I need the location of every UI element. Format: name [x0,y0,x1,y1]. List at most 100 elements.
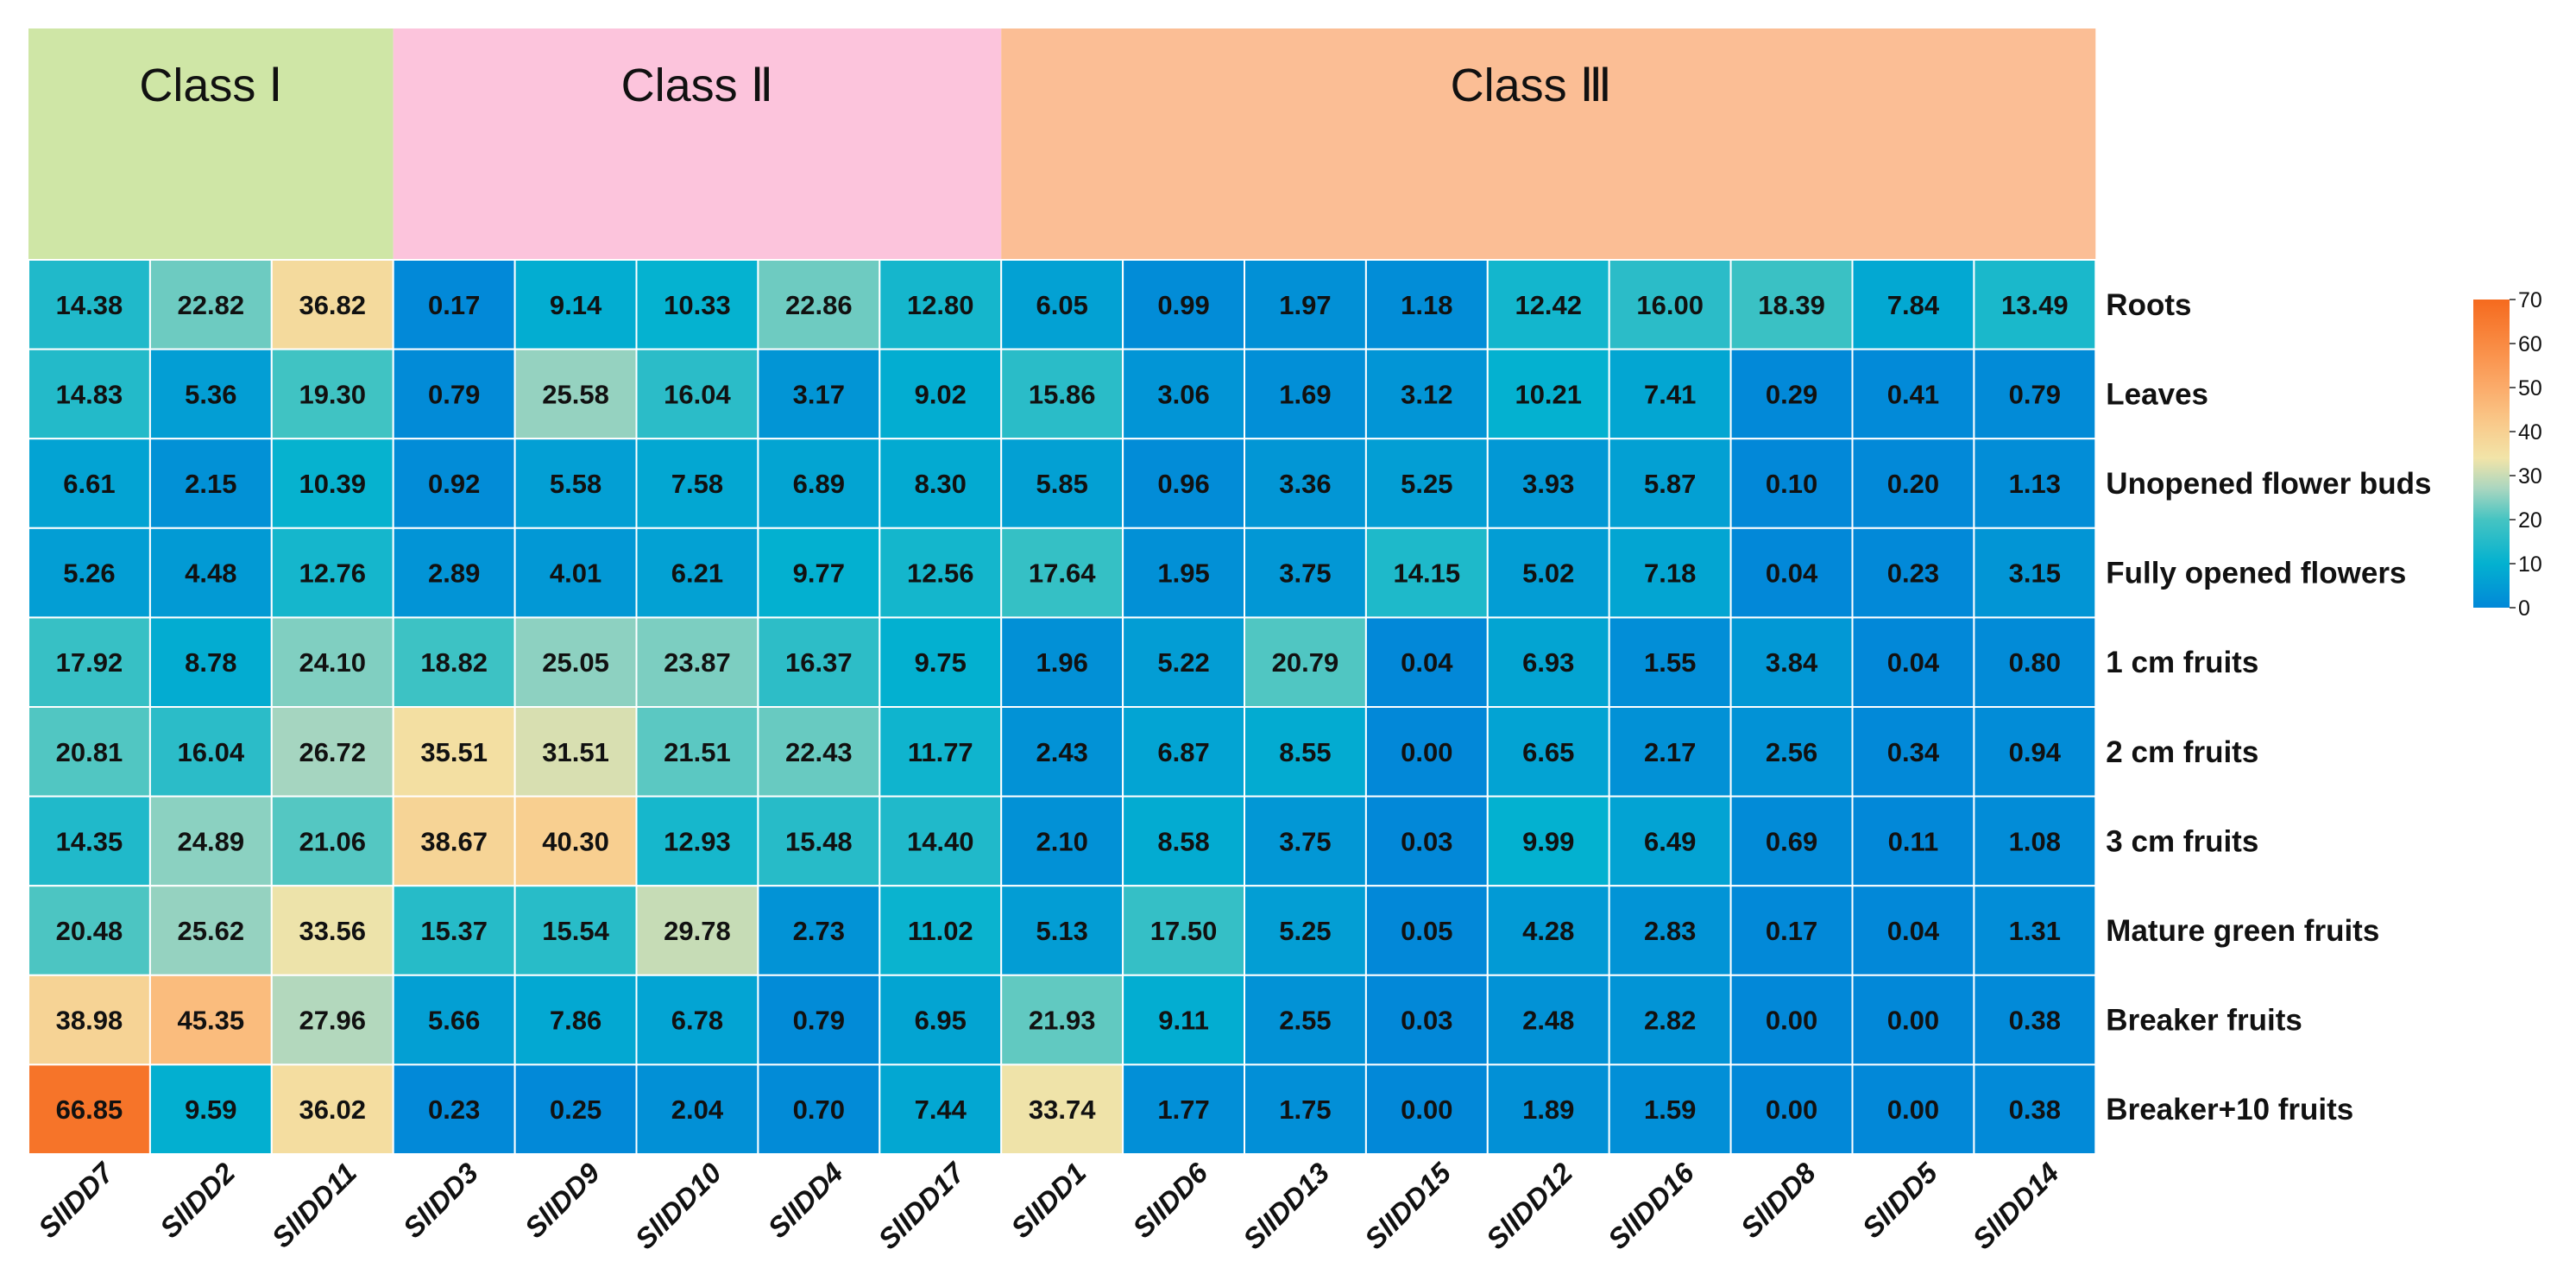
cell-value: 22.82 [178,290,245,320]
colorbar-tick-label: 70 [2518,288,2542,312]
colorbar-tick-label: 0 [2518,596,2530,621]
column-label: SlIDD6 [1126,1156,1214,1244]
heatmap-cell [635,438,759,529]
heatmap-cell [1608,1063,1732,1156]
cell-value: 20.81 [56,737,123,767]
cell-value: 0.92 [428,469,480,499]
cell-value: 22.43 [785,737,853,767]
cell-value: 10.21 [1515,379,1582,409]
cell-value: 1.59 [1644,1095,1696,1125]
column-label: SlIDD10 [629,1156,728,1255]
heatmap-cell [1364,616,1489,709]
heatmap-cell [392,974,516,1066]
cell-value: 24.89 [178,826,245,856]
cell-value: 0.05 [1401,916,1452,946]
cell-value: 25.05 [542,647,609,678]
cell-value: 0.79 [793,1006,845,1036]
heatmap-cell [1851,885,1975,976]
cell-value: 1.77 [1157,1095,1209,1125]
cell-value: 0.04 [1887,916,1940,946]
cell-value: 2.55 [1279,1006,1331,1036]
heatmap-cell [1729,706,1854,798]
cell-value: 0.03 [1401,1006,1452,1036]
cell-value: 0.00 [1887,1095,1939,1125]
heatmap-cell [1973,438,2097,529]
cell-value: 0.69 [1766,826,1817,856]
heatmap-cell [879,795,1003,887]
cell-value: 3.84 [1766,647,1818,678]
heatmap-cell [1122,706,1245,798]
column-label: SlIDD1 [1005,1157,1092,1244]
cell-value: 0.29 [1766,379,1817,409]
heatmap-cell [757,438,881,529]
cell-value: 6.61 [63,469,115,499]
colorbar-tick-label: 20 [2518,508,2542,533]
cell-value: 9.77 [793,558,845,589]
cell-value: 7.18 [1644,558,1696,589]
cell-value: 20.48 [56,916,123,946]
cell-value: 7.44 [915,1095,967,1125]
cell-value: 0.20 [1887,469,1939,499]
heatmap-cell [28,885,151,976]
heatmap-cell [757,1063,881,1156]
heatmap-cell [28,438,151,529]
row-label: Leaves [2106,377,2208,411]
cell-value: 1.75 [1279,1095,1331,1125]
column-label: SlIDD17 [872,1156,972,1256]
class-band-3 [1001,28,2096,260]
cell-value: 6.87 [1157,737,1209,767]
cell-value: 26.72 [299,737,366,767]
cell-value: 12.93 [664,826,731,856]
heatmap-cell [1364,974,1489,1066]
cell-value: 0.23 [428,1095,480,1125]
heatmap-cell [1486,795,1610,887]
heatmap-cell [1486,616,1610,709]
heatmap-cell [28,795,151,887]
cell-value: 2.82 [1644,1006,1696,1036]
cell-value: 0.00 [1887,1006,1939,1036]
cell-value: 21.06 [299,826,366,856]
row-label: 1 cm fruits [2106,646,2258,679]
cell-value: 5.66 [428,1006,480,1036]
heatmap-cell [392,616,516,709]
row-label: Roots [2106,288,2191,322]
heatmap-cell [270,885,394,976]
cell-value: 5.02 [1522,558,1574,589]
cell-value: 8.55 [1279,737,1331,767]
cell-value: 5.87 [1644,469,1696,499]
heatmap-cell [1122,795,1245,887]
cell-value: 2.10 [1036,826,1087,856]
heatmap-cell [635,974,759,1066]
heatmap-cell [1122,616,1245,709]
class-label-2: Class Ⅱ [621,60,774,111]
heatmap-cell [513,348,638,440]
heatmap-cell [1122,438,1245,529]
cell-value: 1.69 [1279,379,1331,409]
column-labels: SlIDD7 SlIDD2 SlIDD11 SlIDD3 SlIDD9 SlIDD10 Sl… [32,1156,2065,1256]
cell-value: 0.17 [428,290,480,320]
row-label: 2 cm fruits [2106,735,2258,769]
heatmap-cell [1851,795,1975,887]
cell-value: 2.89 [428,558,480,589]
heatmap-cell [1729,438,1854,529]
heatmap-cell [1608,348,1732,440]
heatmap-cell [392,1063,516,1156]
cell-value: 0.80 [2009,647,2061,678]
cell-value: 33.56 [299,916,366,946]
colorbar-tick-label: 60 [2518,332,2542,356]
cell-value: 0.00 [1401,1095,1452,1125]
cell-value: 3.36 [1279,469,1331,499]
cell-value: 7.84 [1887,290,1940,320]
heatmap-cell [148,795,273,887]
heatmap-cell [1729,974,1854,1066]
cell-value: 35.51 [420,737,488,767]
heatmap-cell [1486,259,1610,350]
heatmap-cell [1000,974,1124,1066]
cell-value: 2.48 [1522,1006,1574,1036]
column-label: SlIDD7 [32,1156,121,1245]
cell-value: 1.18 [1401,290,1452,320]
column-label: SlIDD5 [1856,1156,1944,1244]
cell-value: 0.04 [1401,647,1453,678]
cell-value: 1.08 [2009,826,2061,856]
